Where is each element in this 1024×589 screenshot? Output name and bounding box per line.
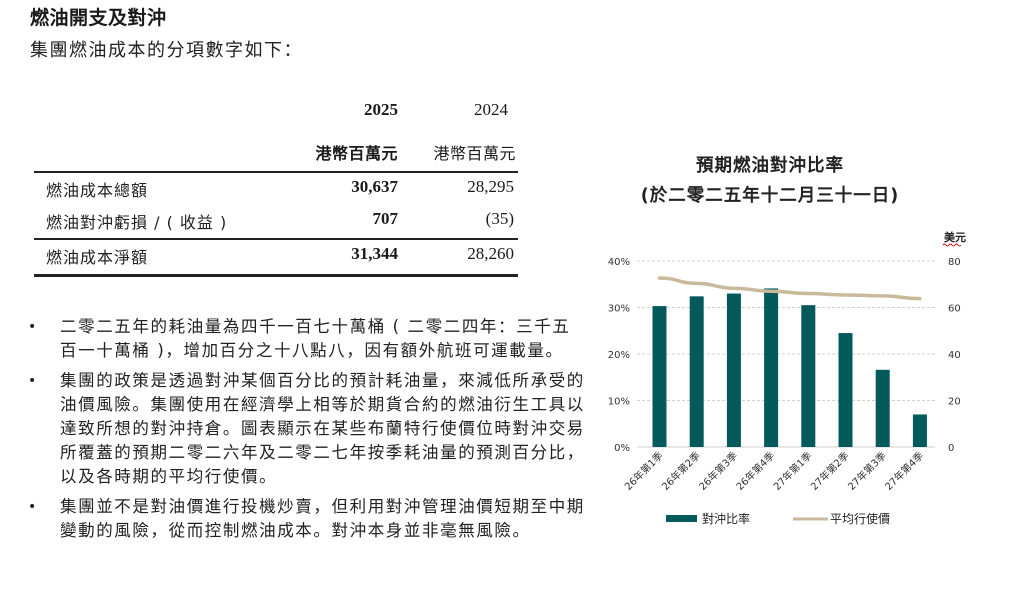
legend-bar-swatch	[666, 515, 697, 522]
left-tick-label: 10%	[608, 397, 630, 408]
hedge-ratio-bars	[652, 288, 927, 447]
right-tick-label: 20	[948, 397, 961, 408]
bar	[764, 288, 779, 447]
left-tick-label: 30%	[608, 304, 630, 315]
legend-line-label: 平均行使價	[830, 511, 890, 526]
bullet-item: • 集團並不是對油價進行投機炒賣，但利用對沖管理油價短期至中期變動的風險，從而控…	[28, 495, 588, 543]
legend-bar-label: 對沖比率	[702, 511, 750, 526]
table-bottom-rule	[34, 274, 518, 277]
bullet-text: 集團並不是對油價進行投機炒賣，但利用對沖管理油價短期至中期變動的風險，從而控制燃…	[60, 497, 585, 540]
right-axis-unit: 美元	[944, 230, 966, 244]
value-2024: 28,260	[467, 244, 514, 263]
bullet-text: 二零二五年的耗油量為四千一百七十萬桶 ( 二零二四年：三千五百一十萬桶 )，增加…	[60, 317, 571, 360]
value-2025: 31,344	[351, 244, 398, 263]
strike-price-line	[657, 276, 922, 301]
bar	[652, 306, 667, 447]
bullet-item: • 二零二五年的耗油量為四千一百七十萬桶 ( 二零二四年：三千五百一十萬桶 )，…	[28, 315, 588, 363]
chart-gridlines	[637, 260, 935, 448]
left-tick-label: 20%	[608, 350, 630, 361]
bullet-icon: •	[28, 373, 38, 389]
right-tick-label: 60	[948, 304, 961, 315]
table-top-rule	[34, 171, 518, 173]
row-label: 燃油成本總額	[46, 181, 149, 200]
table-row: 燃油成本總額 30,637 28,295	[34, 175, 518, 203]
column-unit-2025: 港幣百萬元	[315, 144, 398, 163]
bullet-text: 集團的政策是透過對沖某個百分比的預計耗油量，來減低所承受的油價風險。集團使用在經…	[60, 371, 585, 486]
column-year-2025: 2025	[364, 100, 398, 119]
x-tick-label: 26年第4季	[733, 449, 777, 493]
x-tick-label: 27年第1季	[771, 449, 815, 493]
bullet-item: • 集團的政策是透過對沖某個百分比的預計耗油量，來減低所承受的油價風險。集團使用…	[28, 369, 588, 489]
right-tick-label: 40	[948, 350, 961, 361]
bar	[875, 369, 890, 447]
bullet-icon: •	[28, 499, 38, 515]
right-tick-label: 0	[948, 443, 954, 454]
section-subtitle: 集團燃油成本的分項數字如下：	[30, 40, 303, 61]
left-axis: 0% 10% 20% 30% 40%	[608, 257, 630, 454]
left-tick-label: 40%	[608, 257, 630, 268]
average-strike-line	[657, 276, 922, 301]
table-row-total: 燃油成本淨額 31,344 28,260	[34, 242, 518, 270]
value-2024: (35)	[485, 209, 514, 228]
table-row: 燃油對沖虧損 / ( 收益 ) 707 (35)	[34, 207, 518, 235]
row-label: 燃油對沖虧損 / ( 收益 )	[46, 213, 228, 232]
x-axis-labels: 26年第1季26年第2季26年第3季26年第4季27年第1季27年第2季27年第…	[622, 449, 926, 493]
x-tick-label: 27年第2季	[808, 449, 852, 493]
left-tick-label: 0%	[614, 443, 630, 454]
chart-subtitle: (於二零二五年十二月三十一日)	[640, 186, 900, 206]
right-axis: 0 20 40 60 80	[948, 257, 961, 454]
value-2024: 28,295	[467, 177, 514, 196]
bar	[801, 305, 816, 447]
chart-title: 預期燃油對沖比率	[696, 156, 844, 176]
x-tick-label: 26年第1季	[622, 449, 666, 493]
bullet-list: • 二零二五年的耗油量為四千一百七十萬桶 ( 二零二四年：三千五百一十萬桶 )，…	[28, 315, 588, 549]
spellcheck-underline	[942, 243, 962, 247]
right-tick-label: 80	[948, 257, 961, 268]
value-2025: 707	[372, 209, 399, 228]
chart-legend: 對沖比率 平均行使價	[666, 511, 890, 526]
column-unit-2024: 港幣百萬元	[433, 144, 516, 163]
x-tick-label: 27年第4季	[882, 449, 926, 493]
table-subtotal-rule	[34, 238, 518, 240]
column-year-2024: 2024	[474, 100, 508, 119]
bar	[689, 296, 704, 447]
x-tick-label: 26年第3季	[696, 449, 740, 493]
x-tick-label: 26年第2季	[659, 449, 703, 493]
bar	[912, 414, 927, 447]
section-title: 燃油開支及對沖	[30, 7, 167, 29]
value-2025: 30,637	[351, 177, 398, 196]
bullet-icon: •	[28, 319, 38, 335]
row-label: 燃油成本淨額	[46, 248, 149, 267]
bar	[726, 293, 741, 447]
x-tick-label: 27年第3季	[845, 449, 889, 493]
bar	[838, 333, 853, 447]
